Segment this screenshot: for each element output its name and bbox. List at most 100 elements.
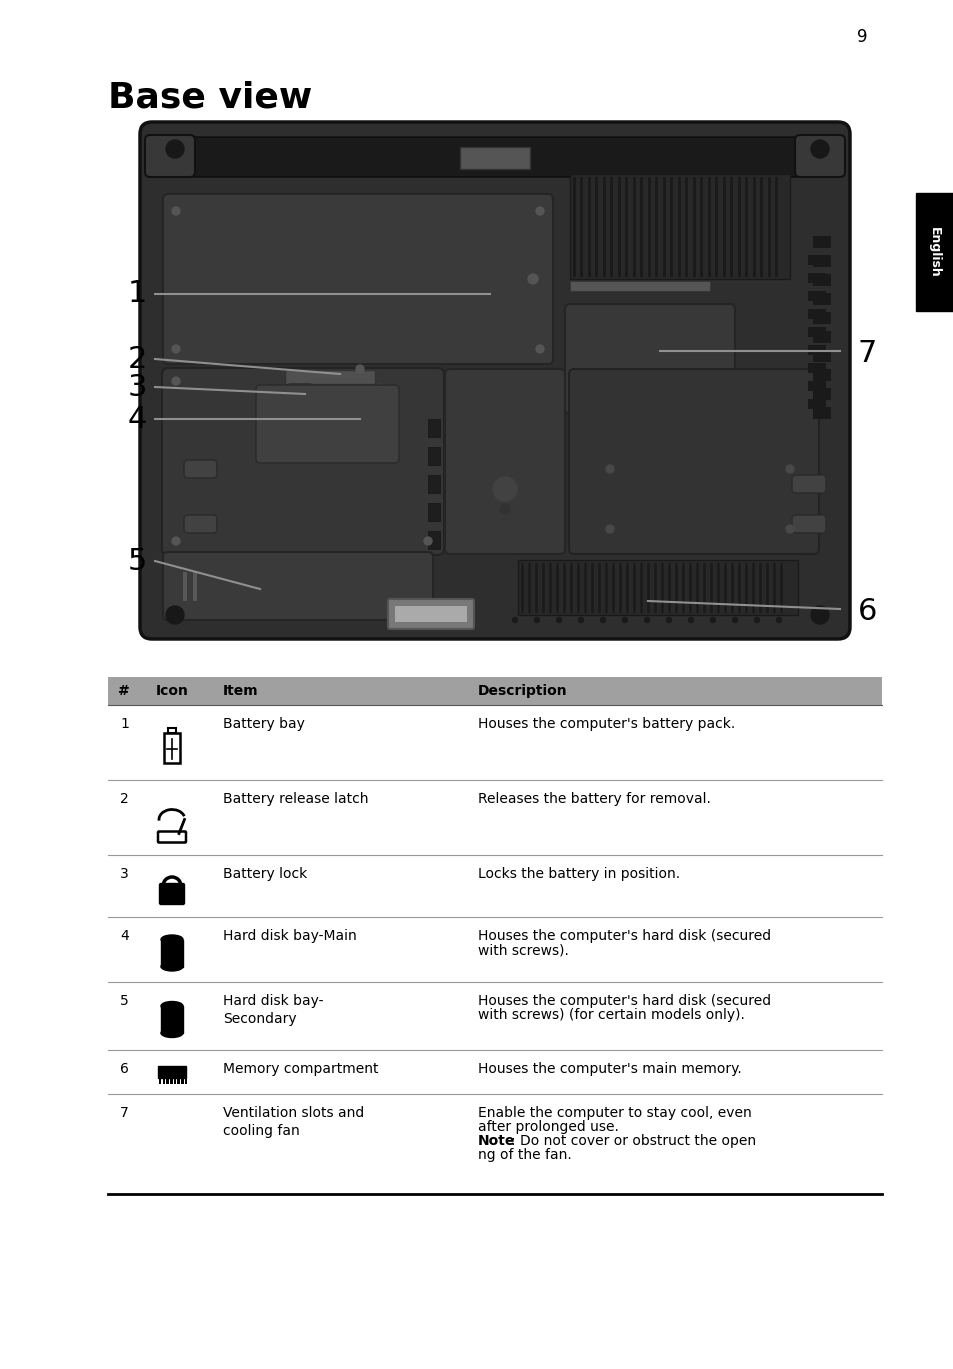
Point [642,170,654,186]
Circle shape [688,617,693,623]
Point [620,556,632,572]
Point [754,602,765,619]
Text: #: # [118,684,130,698]
Text: 7: 7 [857,338,877,367]
Text: Hard disk bay-
Secondary: Hard disk bay- Secondary [223,994,323,1027]
Bar [817,407,825,419]
Text: 3: 3 [128,372,147,401]
Bar [163,1077,165,1084]
Circle shape [172,345,180,353]
Point [762,170,774,186]
Bar [812,387,821,400]
Bar [822,331,830,344]
Circle shape [605,465,614,474]
Point [658,170,669,186]
Bar [173,1077,176,1084]
Point [582,267,594,283]
Point [650,170,661,186]
Bar [812,312,821,324]
Point [746,556,758,572]
Point [635,170,646,186]
Text: 1: 1 [120,717,129,731]
Point [746,602,758,619]
FancyBboxPatch shape [145,136,194,177]
Point [642,267,654,283]
Bar [185,1077,187,1084]
Point [614,556,625,572]
Bar [822,407,830,419]
Point [762,267,774,283]
Bar [161,1006,183,1034]
Text: Locks the battery in position.: Locks the battery in position. [477,867,679,882]
Bar [170,1077,172,1084]
FancyBboxPatch shape [794,136,844,177]
Point [598,170,609,186]
Point [635,556,646,572]
Bar [428,502,439,522]
Bar [428,475,439,493]
Bar [807,345,825,355]
Point [578,556,590,572]
Point [704,602,716,619]
Bar [807,381,825,392]
Bar [812,274,821,286]
FancyBboxPatch shape [255,385,398,463]
Point [628,602,639,619]
Point [691,556,702,572]
Circle shape [499,504,510,513]
Bar [817,293,825,305]
Text: Description: Description [477,684,567,698]
Text: Ventilation slots and
cooling fan: Ventilation slots and cooling fan [223,1106,364,1139]
Bar [807,309,825,319]
Circle shape [512,617,517,623]
Point [775,602,786,619]
Point [683,556,695,572]
Circle shape [785,524,793,533]
Point [649,556,660,572]
Ellipse shape [161,962,183,971]
FancyBboxPatch shape [791,475,825,493]
Point [665,267,677,283]
Point [620,602,632,619]
Text: 9: 9 [856,27,866,47]
Point [747,267,759,283]
Circle shape [644,617,649,623]
Point [530,602,541,619]
Bar [822,274,830,286]
FancyBboxPatch shape [444,370,564,554]
Point [558,556,569,572]
Point [614,602,625,619]
Point [698,602,709,619]
Point [599,602,611,619]
Bar [822,350,830,361]
Circle shape [423,537,432,545]
FancyBboxPatch shape [568,370,818,554]
Circle shape [810,606,828,624]
Point [704,556,716,572]
Point [710,170,721,186]
Bar [812,255,821,267]
Bar [108,678,882,705]
Point [767,602,779,619]
Bar [159,1077,161,1084]
Text: 6: 6 [857,597,877,626]
Text: Releases the battery for removal.: Releases the battery for removal. [477,793,710,806]
FancyBboxPatch shape [163,552,433,620]
Bar [812,331,821,344]
Point [733,556,744,572]
Point [691,602,702,619]
Text: 6: 6 [120,1062,129,1076]
Circle shape [578,617,583,623]
Bar [807,272,825,283]
Point [565,556,577,572]
Point [656,556,667,572]
Bar [807,363,825,372]
Text: 5: 5 [120,994,129,1008]
Point [568,170,579,186]
Point [578,602,590,619]
Point [733,602,744,619]
Point [641,556,653,572]
Point [698,556,709,572]
Point [599,556,611,572]
Point [572,602,583,619]
